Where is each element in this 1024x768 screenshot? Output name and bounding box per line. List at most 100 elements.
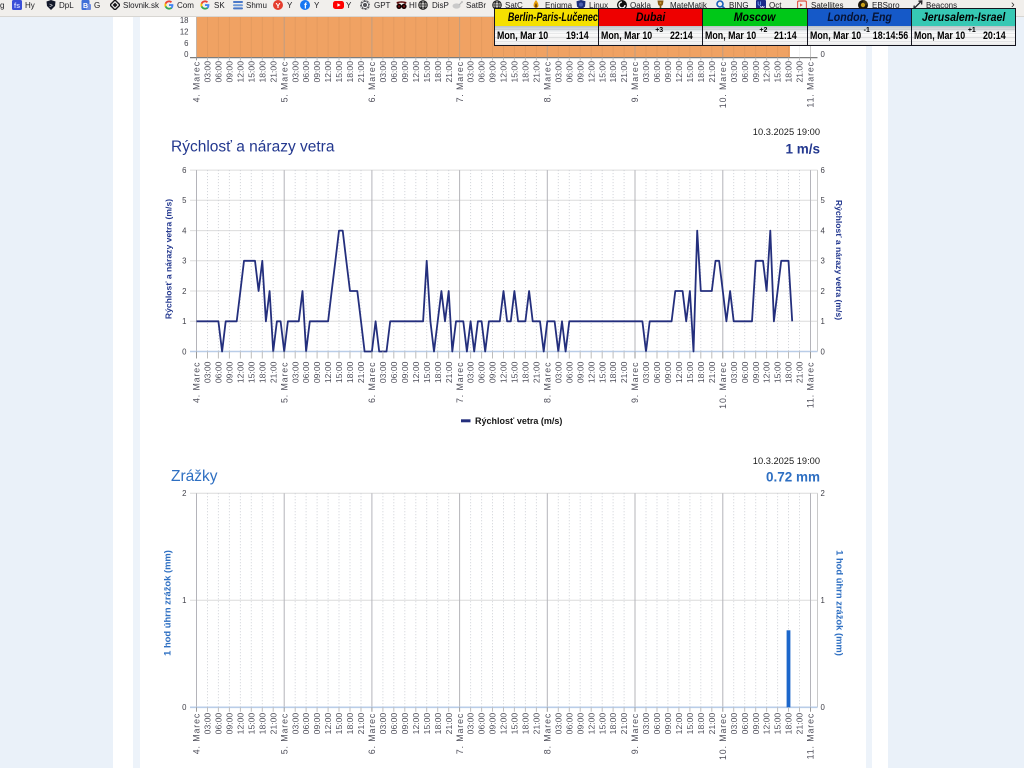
- svg-text:6. Marec: 6. Marec: [367, 713, 377, 754]
- svg-text:03:00: 03:00: [290, 361, 300, 383]
- svg-text:Rýchlosť a nárazy vetra (m/s): Rýchlosť a nárazy vetra (m/s): [164, 199, 174, 319]
- svg-text:15:00: 15:00: [334, 61, 344, 83]
- svg-text:B: B: [83, 3, 88, 10]
- svg-text:06:00: 06:00: [564, 713, 574, 735]
- svg-text:09:00: 09:00: [575, 713, 585, 735]
- svg-text:18:00: 18:00: [433, 713, 443, 735]
- svg-text:18:00: 18:00: [608, 361, 618, 383]
- svg-text:3: 3: [821, 257, 825, 266]
- svg-text:21:00: 21:00: [707, 713, 717, 735]
- svg-text:18:00: 18:00: [433, 61, 443, 83]
- svg-text:18:00: 18:00: [257, 61, 267, 83]
- svg-text:21:00: 21:00: [444, 61, 454, 83]
- svg-text:03:00: 03:00: [466, 713, 476, 735]
- svg-text:6. Marec: 6. Marec: [367, 61, 377, 102]
- svg-text:03:00: 03:00: [378, 361, 388, 383]
- svg-text:09:00: 09:00: [663, 713, 673, 735]
- svg-text:09:00: 09:00: [400, 361, 410, 383]
- svg-text:21:00: 21:00: [619, 361, 629, 383]
- svg-text:Y: Y: [275, 1, 280, 10]
- svg-text:10. Marec: 10. Marec: [718, 362, 728, 409]
- svg-text:15:00: 15:00: [773, 61, 783, 83]
- svg-text:18:00: 18:00: [257, 361, 267, 383]
- svg-text:1: 1: [821, 596, 825, 605]
- svg-text:12:00: 12:00: [674, 713, 684, 735]
- svg-text:18: 18: [180, 16, 189, 25]
- svg-text:06:00: 06:00: [652, 713, 662, 735]
- svg-text:9. Marec: 9. Marec: [630, 713, 640, 754]
- svg-text:5. Marec: 5. Marec: [279, 362, 289, 403]
- svg-text:15:00: 15:00: [773, 713, 783, 735]
- svg-text:03:00: 03:00: [729, 713, 739, 735]
- svg-text:18:00: 18:00: [521, 361, 531, 383]
- svg-text:9. Marec: 9. Marec: [630, 362, 640, 403]
- svg-text:12:00: 12:00: [323, 361, 333, 383]
- svg-text:09:00: 09:00: [751, 361, 761, 383]
- svg-text:21:00: 21:00: [268, 361, 278, 383]
- svg-text:21:00: 21:00: [532, 361, 542, 383]
- svg-text:0: 0: [821, 50, 826, 59]
- svg-text:03:00: 03:00: [553, 713, 563, 735]
- svg-text:03:00: 03:00: [641, 61, 651, 83]
- svg-text:15:00: 15:00: [510, 361, 520, 383]
- svg-text:5: 5: [182, 196, 187, 205]
- svg-text:4. Marec: 4. Marec: [192, 61, 202, 102]
- svg-text:18:00: 18:00: [521, 61, 531, 83]
- svg-text:15:00: 15:00: [685, 713, 695, 735]
- svg-text:7. Marec: 7. Marec: [455, 713, 465, 754]
- svg-text:06:00: 06:00: [740, 713, 750, 735]
- svg-text:1: 1: [182, 596, 186, 605]
- svg-text:fs: fs: [14, 3, 20, 10]
- svg-text:18:00: 18:00: [784, 713, 794, 735]
- svg-text:15:00: 15:00: [685, 61, 695, 83]
- svg-text:Rýchlosť a nárazy vetra (m/s): Rýchlosť a nárazy vetra (m/s): [834, 200, 844, 320]
- svg-text:12:00: 12:00: [236, 713, 246, 735]
- svg-text:03:00: 03:00: [553, 61, 563, 83]
- svg-text:09:00: 09:00: [400, 61, 410, 83]
- svg-text:09:00: 09:00: [225, 61, 235, 83]
- svg-text:09:00: 09:00: [488, 61, 498, 83]
- svg-text:12:00: 12:00: [499, 713, 509, 735]
- svg-text:03:00: 03:00: [203, 361, 213, 383]
- svg-text:7. Marec: 7. Marec: [455, 362, 465, 403]
- svg-text:1 m/s: 1 m/s: [785, 142, 820, 157]
- svg-text:03:00: 03:00: [729, 361, 739, 383]
- svg-text:18:00: 18:00: [345, 361, 355, 383]
- svg-text:1 hod úhrn zrážok (mm): 1 hod úhrn zrážok (mm): [835, 550, 846, 656]
- svg-text:11. Marec: 11. Marec: [806, 362, 816, 409]
- svg-text:06:00: 06:00: [301, 713, 311, 735]
- svg-text:18:00: 18:00: [784, 361, 794, 383]
- svg-text:06:00: 06:00: [214, 61, 224, 83]
- svg-text:09:00: 09:00: [751, 61, 761, 83]
- svg-text:12:00: 12:00: [236, 61, 246, 83]
- svg-text:18:00: 18:00: [345, 713, 355, 735]
- svg-text:4: 4: [182, 226, 187, 235]
- svg-text:12:00: 12:00: [674, 61, 684, 83]
- svg-text:12:00: 12:00: [499, 361, 509, 383]
- svg-text:2: 2: [182, 287, 186, 296]
- svg-text:18:00: 18:00: [696, 713, 706, 735]
- svg-text:21:00: 21:00: [356, 713, 366, 735]
- svg-text:21:00: 21:00: [707, 61, 717, 83]
- svg-text:12:00: 12:00: [586, 61, 596, 83]
- svg-text:10. Marec: 10. Marec: [718, 61, 728, 108]
- svg-text:09:00: 09:00: [575, 61, 585, 83]
- svg-text:15:00: 15:00: [334, 713, 344, 735]
- svg-text:09:00: 09:00: [663, 361, 673, 383]
- svg-text:15:00: 15:00: [422, 361, 432, 383]
- svg-text:21:00: 21:00: [795, 361, 805, 383]
- svg-text:15:00: 15:00: [246, 361, 256, 383]
- svg-text:03:00: 03:00: [378, 713, 388, 735]
- svg-text:03:00: 03:00: [553, 361, 563, 383]
- svg-text:Zrážky: Zrážky: [171, 468, 218, 485]
- svg-text:15:00: 15:00: [510, 61, 520, 83]
- svg-text:18:00: 18:00: [433, 361, 443, 383]
- svg-text:09:00: 09:00: [400, 713, 410, 735]
- svg-text:1: 1: [182, 317, 186, 326]
- svg-text:09:00: 09:00: [488, 361, 498, 383]
- svg-text:1: 1: [821, 317, 825, 326]
- svg-text:3: 3: [182, 257, 186, 266]
- svg-text:0: 0: [821, 347, 826, 356]
- svg-text:18:00: 18:00: [784, 61, 794, 83]
- svg-text:09:00: 09:00: [225, 713, 235, 735]
